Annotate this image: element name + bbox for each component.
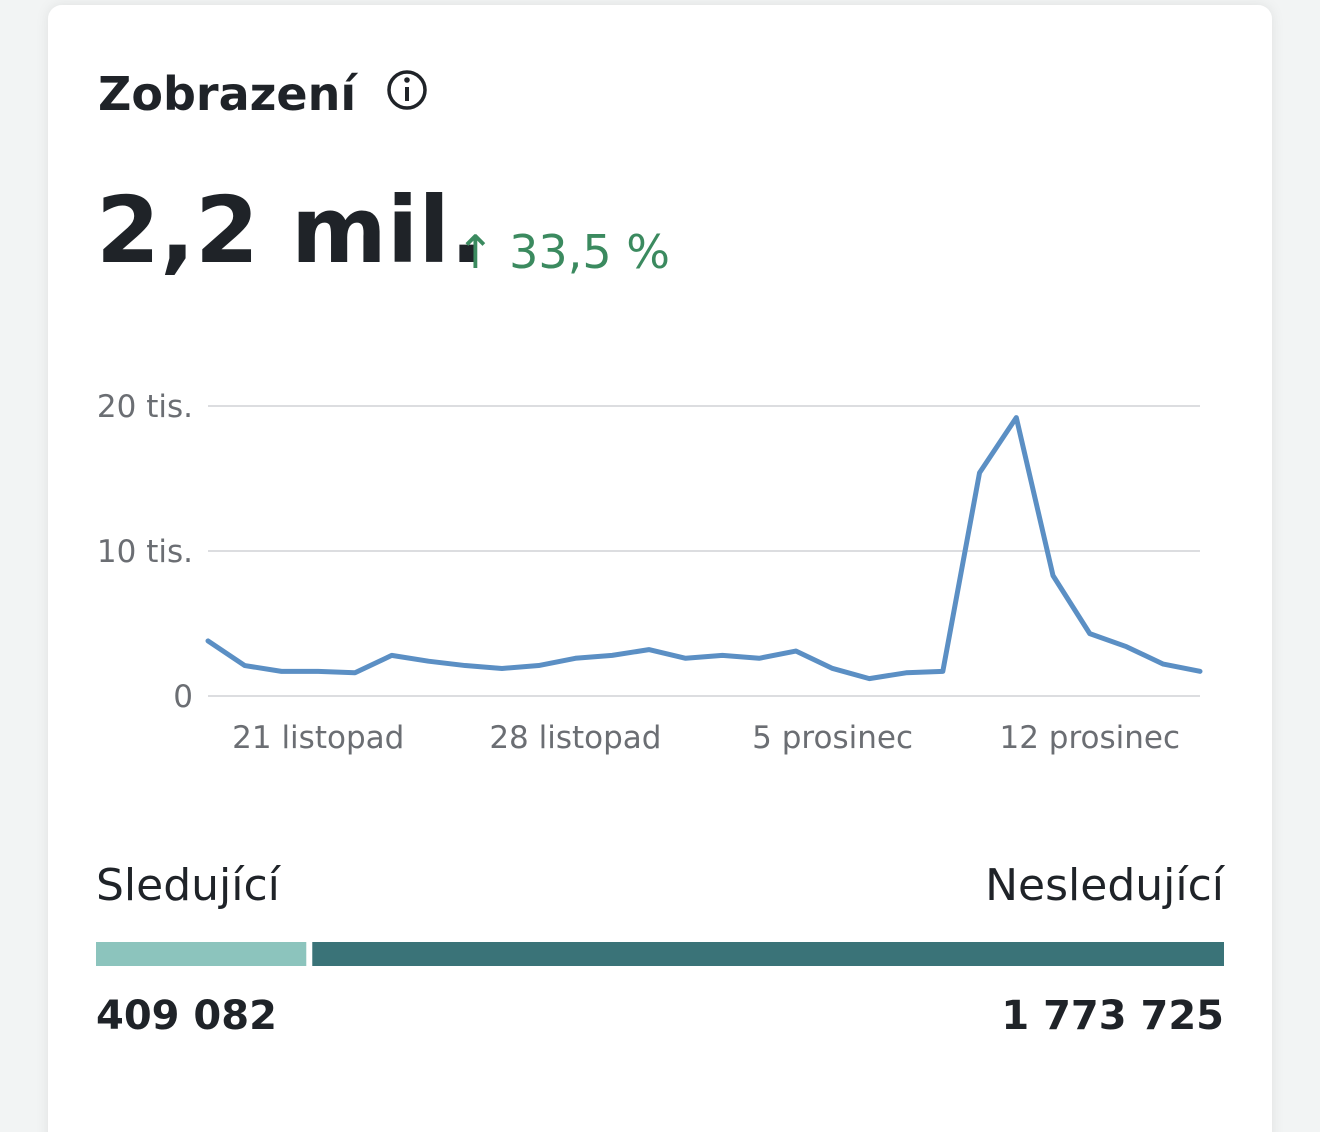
split-segment xyxy=(312,942,1224,966)
chart: 0 10 tis. 20 tis. 21 listopad 28 listopad 5 p… xyxy=(97,389,1203,756)
split-label: Sledující xyxy=(96,860,282,911)
card-title: Zobrazení xyxy=(98,67,358,121)
split-value: 409 082 xyxy=(96,993,277,1039)
y-tick-label: 10 tis. xyxy=(97,534,193,570)
card xyxy=(48,5,1272,1132)
info-icon[interactable] xyxy=(387,70,427,110)
x-tick-label: 5 prosinec xyxy=(752,720,913,756)
change-value: ↑ 33,5 % xyxy=(456,225,670,279)
y-tick-label: 0 xyxy=(173,679,193,715)
x-tick-label: 21 listopad xyxy=(232,720,404,756)
x-tick-label: 28 listopad xyxy=(489,720,661,756)
split-segment xyxy=(96,942,307,966)
x-tick-label: 12 prosinec xyxy=(1000,720,1181,756)
split-bar: Sledující 409 082 Nesledující 1 773 725 xyxy=(96,860,1226,1039)
total-value: 2,2 mil. xyxy=(96,177,485,284)
line-series xyxy=(205,415,1203,682)
split-label: Nesledující xyxy=(985,860,1226,911)
y-tick-label: 20 tis. xyxy=(97,389,193,425)
split-value: 1 773 725 xyxy=(1001,993,1224,1039)
